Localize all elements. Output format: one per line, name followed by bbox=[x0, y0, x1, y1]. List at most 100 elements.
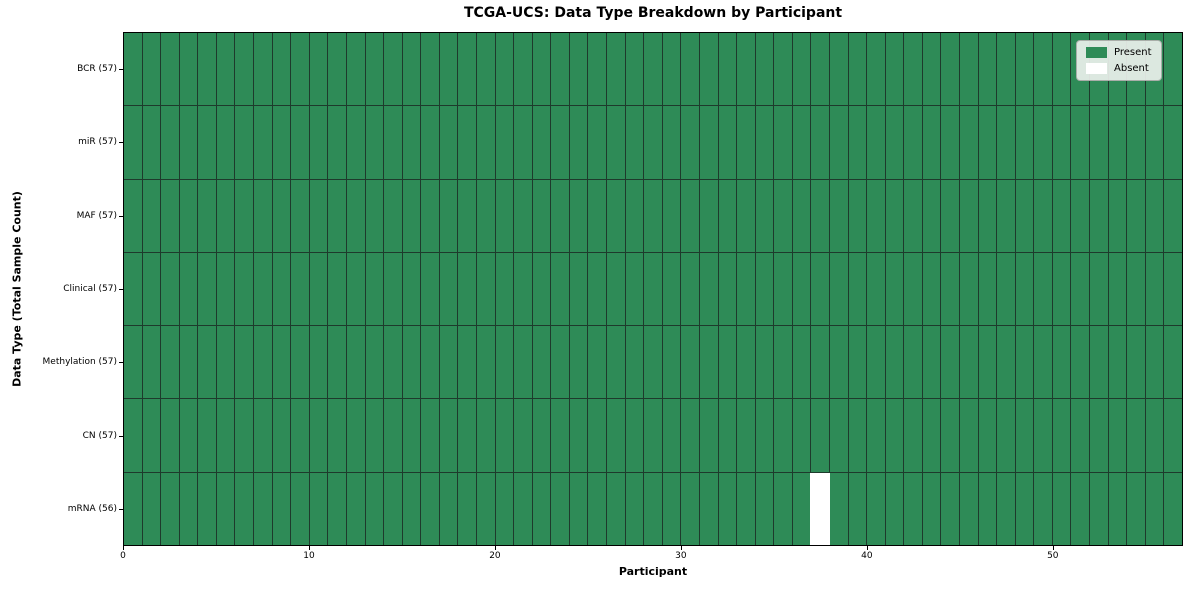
grid-cell bbox=[680, 472, 699, 545]
grid-cell bbox=[178, 106, 198, 179]
grid-cell bbox=[383, 399, 402, 472]
grid-cell bbox=[457, 33, 476, 106]
grid-cell bbox=[959, 472, 978, 545]
grid-cell bbox=[1163, 326, 1182, 399]
grid-cell bbox=[383, 33, 402, 106]
x-tick-mark bbox=[680, 546, 682, 550]
grid-cell bbox=[754, 326, 774, 399]
grid-cell bbox=[624, 326, 644, 399]
grid-cell bbox=[828, 472, 848, 545]
grid-cell bbox=[643, 472, 662, 545]
grid-cell bbox=[791, 472, 811, 545]
grid-cell bbox=[1033, 399, 1052, 472]
grid-cell bbox=[866, 399, 885, 472]
grid-cell bbox=[383, 106, 402, 179]
grid-cell bbox=[1051, 33, 1071, 106]
grid-cell bbox=[234, 252, 254, 326]
grid-cell bbox=[475, 179, 495, 252]
grid-cell bbox=[847, 106, 867, 179]
grid-cell bbox=[606, 106, 625, 179]
grid-cell bbox=[587, 399, 607, 472]
y-tick-label-MAF: MAF (57) bbox=[76, 210, 117, 221]
grid-cell bbox=[1089, 179, 1108, 252]
x-tick-mark bbox=[494, 546, 496, 550]
grid-cell bbox=[884, 399, 904, 472]
grid-cell bbox=[345, 399, 365, 472]
grid-cell bbox=[828, 252, 848, 326]
y-tick-mark bbox=[119, 68, 123, 70]
y-tick-mark bbox=[119, 362, 123, 364]
grid-cell bbox=[624, 106, 644, 179]
grid-cell bbox=[680, 33, 699, 106]
grid-cell bbox=[717, 106, 737, 179]
grid-cell bbox=[475, 33, 495, 106]
grid-cell bbox=[940, 326, 960, 399]
grid-cell bbox=[903, 472, 922, 545]
grid-cell bbox=[215, 472, 235, 545]
grid-cell bbox=[327, 399, 346, 472]
x-tick-mark bbox=[308, 546, 310, 550]
grid-cell bbox=[364, 179, 384, 252]
grid-cell bbox=[606, 179, 625, 252]
grid-cell bbox=[253, 179, 272, 252]
grid-cell bbox=[141, 179, 161, 252]
grid-cell bbox=[475, 252, 495, 326]
grid-cell bbox=[1070, 106, 1090, 179]
grid-cell bbox=[847, 33, 867, 106]
grid-cell bbox=[141, 33, 161, 106]
grid-cell bbox=[475, 472, 495, 545]
grid-cell bbox=[550, 252, 569, 326]
grid-cell bbox=[550, 399, 569, 472]
grid-cell bbox=[438, 33, 458, 106]
grid-cell bbox=[513, 33, 532, 106]
grid-cell bbox=[661, 252, 681, 326]
grid-cell bbox=[996, 179, 1015, 252]
grid-cell bbox=[977, 472, 997, 545]
grid-cell bbox=[253, 472, 272, 545]
grid-cell bbox=[643, 252, 662, 326]
grid-cell bbox=[420, 106, 439, 179]
grid-cell bbox=[810, 326, 829, 399]
grid-cell bbox=[606, 399, 625, 472]
grid-cell bbox=[977, 33, 997, 106]
grid-cell bbox=[1126, 399, 1145, 472]
grid-cell bbox=[661, 106, 681, 179]
grid-cell bbox=[327, 252, 346, 326]
grid-cell bbox=[1051, 326, 1071, 399]
grid-cell bbox=[475, 399, 495, 472]
legend-entry-present: Present bbox=[1086, 47, 1152, 58]
grid-cell bbox=[1051, 179, 1071, 252]
grid-cell bbox=[290, 326, 309, 399]
grid-cell bbox=[1051, 399, 1071, 472]
grid-cell bbox=[438, 106, 458, 179]
grid-cell bbox=[1163, 179, 1182, 252]
grid-cell bbox=[921, 326, 941, 399]
grid-cell bbox=[606, 326, 625, 399]
grid-cell bbox=[124, 252, 142, 326]
grid-cell bbox=[606, 252, 625, 326]
grid-cell bbox=[531, 179, 551, 252]
grid-cell bbox=[643, 326, 662, 399]
grid-cell bbox=[457, 399, 476, 472]
grid-cell bbox=[587, 472, 607, 545]
grid-cell bbox=[959, 106, 978, 179]
grid-cell bbox=[1070, 399, 1090, 472]
grid-cell bbox=[290, 252, 309, 326]
grid-cell bbox=[680, 326, 699, 399]
grid-cell bbox=[290, 33, 309, 106]
grid-cell bbox=[903, 106, 922, 179]
grid-cell bbox=[884, 33, 904, 106]
grid-cell bbox=[234, 399, 254, 472]
grid-cell bbox=[568, 472, 588, 545]
grid-cell bbox=[1033, 252, 1052, 326]
grid-cell bbox=[1107, 252, 1127, 326]
grid-cell bbox=[1144, 326, 1164, 399]
grid-cell bbox=[1163, 472, 1182, 545]
grid-cell bbox=[810, 106, 829, 179]
grid-cell bbox=[420, 33, 439, 106]
grid-cell bbox=[921, 179, 941, 252]
grid-cell bbox=[1107, 106, 1127, 179]
grid-cell bbox=[308, 33, 328, 106]
grid-cell bbox=[124, 326, 142, 399]
grid-cell bbox=[457, 179, 476, 252]
